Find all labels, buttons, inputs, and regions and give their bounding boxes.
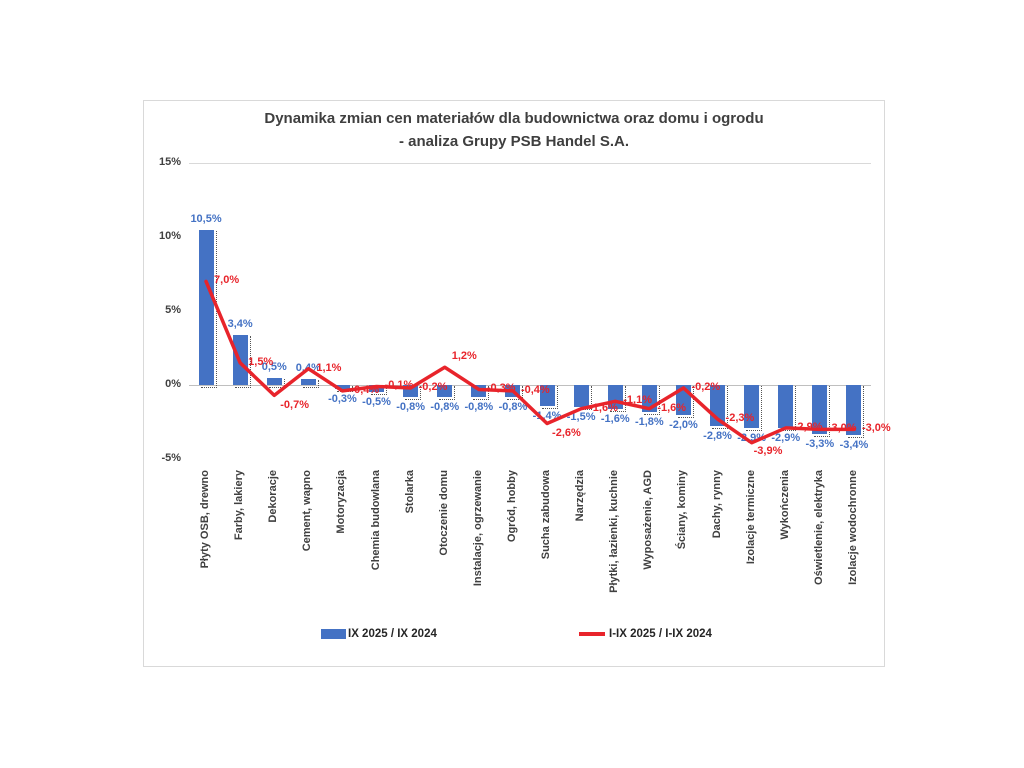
bar-value-label: -2,8% <box>703 430 732 443</box>
x-axis-zero-line <box>189 385 871 386</box>
bar <box>812 385 831 437</box>
chart-title-line1: Dynamika zmian cen materiałów dla budown… <box>264 110 764 127</box>
y-axis-tick-label: -5% <box>161 452 181 464</box>
bar-value-label: -0,5% <box>362 396 391 409</box>
y-axis-tick-label: 10% <box>158 230 181 242</box>
bar-value-label: -0,8% <box>396 400 426 413</box>
bar-value-label: -0,8% <box>464 400 494 413</box>
line-value-label: 7,0% <box>214 274 240 287</box>
bar-value-label: -2,0% <box>669 418 698 431</box>
legend-line-swatch-icon <box>579 632 605 636</box>
line-value-label: -0,2% <box>691 380 721 393</box>
bar-value-label: -1,5% <box>566 411 596 424</box>
chart-area: Dynamika zmian cen materiałów dla budown… <box>143 100 891 667</box>
line-value-label: -0,7% <box>280 399 309 412</box>
bar-value-label: -1,6% <box>600 412 630 425</box>
y-axis-tick-label: 5% <box>165 304 181 316</box>
line-value-label: 1,2% <box>451 350 477 363</box>
line-value-label: -1,6% <box>657 401 687 414</box>
bar-value-label: -3,4% <box>839 439 869 452</box>
legend-line-label: I-IX 2025 / I-IX 2024 <box>609 628 712 640</box>
y-axis-tick-label: 15% <box>158 156 181 168</box>
bar <box>403 385 422 400</box>
gridline-15pct <box>189 163 871 164</box>
y-axis-tick-label: 0% <box>165 378 181 390</box>
legend-bar-label: IX 2025 / IX 2024 <box>348 628 437 640</box>
bar-value-label: -2,9% <box>771 431 801 444</box>
legend-item-line-series: I-IX 2025 / I-IX 2024 <box>579 628 712 640</box>
legend-bar-swatch-icon <box>321 629 346 639</box>
bar <box>539 385 558 409</box>
line-value-label: 1,1% <box>316 361 342 374</box>
bar-value-label: -0,8% <box>498 400 528 413</box>
legend-item-bar-series: IX 2025 / IX 2024 <box>321 628 437 640</box>
line-value-label: -3,0% <box>861 422 891 435</box>
red-line-path <box>204 279 856 445</box>
bar <box>300 379 319 388</box>
line-value-label: -2,3% <box>725 412 755 425</box>
bar-value-label: 0,5% <box>261 360 287 373</box>
line-value-label: -0,4% <box>520 383 550 396</box>
line-series <box>204 279 856 445</box>
bar-value-label: 3,4% <box>227 317 253 330</box>
bar <box>437 385 456 400</box>
bar-value-label: 10,5% <box>190 212 222 225</box>
line-value-label: -3,9% <box>753 444 783 457</box>
bar <box>744 385 763 431</box>
line-value-label: -0,2% <box>418 380 448 393</box>
bar <box>846 385 865 439</box>
bar-value-label: -0,8% <box>430 400 460 413</box>
bar-value-label: -0,3% <box>328 393 357 406</box>
bar <box>778 385 797 431</box>
line-value-label: 1,5% <box>248 355 274 368</box>
bar-value-label: -3,3% <box>805 437 835 450</box>
chart-title-line2: - analiza Grupy PSB Handel S.A. <box>398 133 630 150</box>
bar-value-label: -1,8% <box>634 415 664 428</box>
line-value-label: -2,6% <box>552 427 581 440</box>
